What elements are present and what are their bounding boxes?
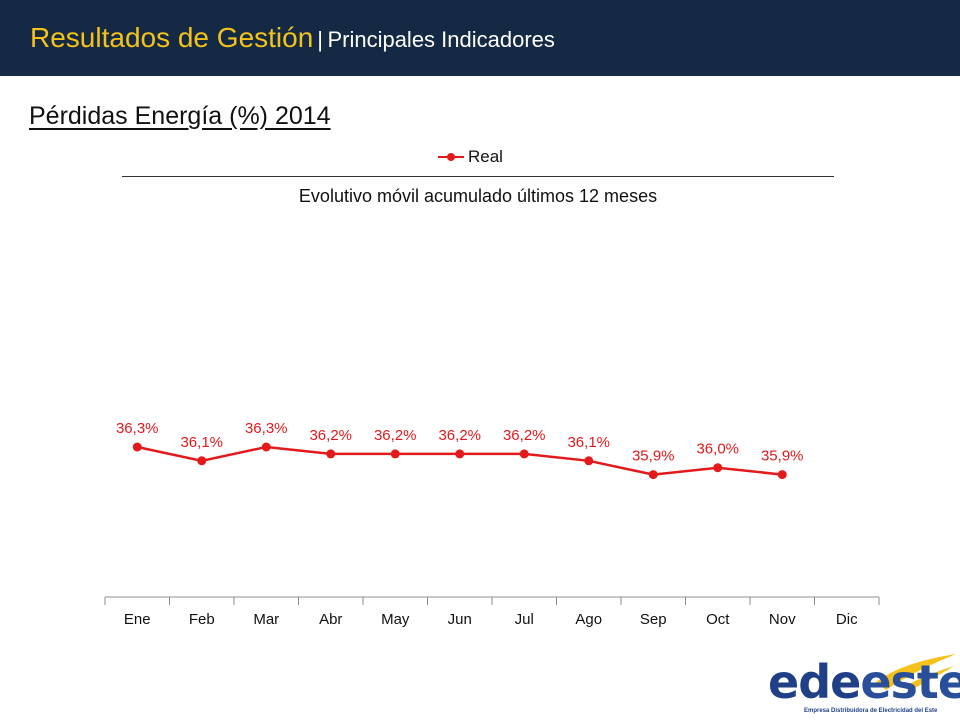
title-separator: | <box>317 27 323 52</box>
logo-swoosh-icon <box>876 654 956 690</box>
data-label: 36,2% <box>503 427 546 444</box>
data-point <box>261 442 271 452</box>
x-tick-label: Jun <box>448 611 472 628</box>
data-label: 36,0% <box>696 441 739 458</box>
data-point <box>777 470 787 480</box>
x-tick-label: Ago <box>575 611 602 628</box>
logo-tagline: Empresa Distribuidora de Electricidad de… <box>804 708 938 714</box>
legend-marker-icon <box>436 150 466 164</box>
section-title: Pérdidas Energía (%) 2014 <box>29 102 331 130</box>
x-tick-label: Ene <box>124 611 151 628</box>
data-point <box>197 456 207 466</box>
x-tick-label: Oct <box>706 611 730 628</box>
page-subtitle: Principales Indicadores <box>327 27 555 52</box>
chart-title: Evolutivo móvil acumulado últimos 12 mes… <box>122 176 834 213</box>
logo-wordmark: edeeste <box>768 655 960 709</box>
data-point <box>713 463 723 473</box>
data-label: 36,3% <box>245 420 288 437</box>
data-label: 36,2% <box>309 427 352 444</box>
x-tick-label: Jul <box>515 611 534 628</box>
x-tick-label: Feb <box>189 611 215 628</box>
data-label: 36,1% <box>180 434 223 451</box>
data-point <box>519 449 529 459</box>
x-tick-label: Abr <box>319 611 342 628</box>
header-bar: Resultados de Gestión | Principales Indic… <box>0 0 960 76</box>
x-tick-label: Nov <box>769 611 796 628</box>
x-tick-label: Sep <box>640 611 667 628</box>
data-label: 36,2% <box>374 427 417 444</box>
x-tick-label: Mar <box>253 611 279 628</box>
x-tick-label: May <box>381 611 410 628</box>
legend-label: Real <box>468 147 503 166</box>
data-label: 36,1% <box>567 434 610 451</box>
data-point <box>584 456 594 466</box>
data-label: 35,9% <box>632 448 675 465</box>
data-point <box>390 449 400 459</box>
data-point <box>326 449 336 459</box>
page-title: Resultados de Gestión <box>30 22 314 53</box>
data-label: 36,2% <box>438 427 481 444</box>
header-title: Resultados de Gestión | Principales Indic… <box>30 22 555 54</box>
data-label: 35,9% <box>761 448 804 465</box>
x-tick-label: Dic <box>836 611 858 628</box>
company-logo: edeeste Empresa Distribuidora de Electri… <box>768 652 960 718</box>
data-point <box>132 442 142 452</box>
data-point <box>455 449 465 459</box>
chart-legend: Real <box>436 145 503 169</box>
data-point <box>648 470 658 480</box>
data-label: 36,3% <box>116 420 159 437</box>
